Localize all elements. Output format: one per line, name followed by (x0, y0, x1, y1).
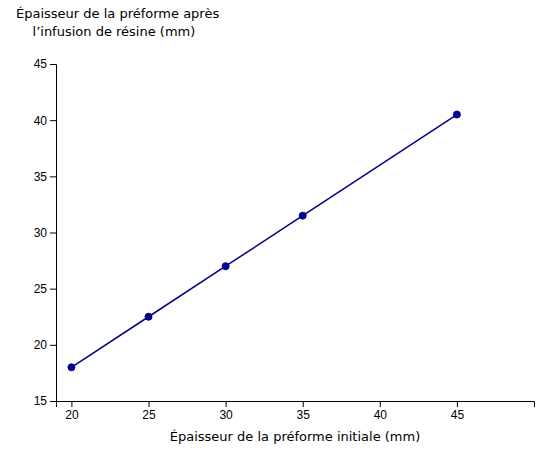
y-axis: 15 20 25 30 35 40 45 (34, 57, 57, 408)
y-tick: 25 (34, 282, 56, 296)
chart: 20 25 30 35 40 45 15 20 25 30 35 40 45 Épaisseur de l… (0, 0, 558, 453)
x-axis-title: Épaisseur de la préforme initiale (mm) (170, 429, 421, 444)
x-tick-mark (149, 401, 150, 407)
y-tick: 40 (34, 114, 56, 128)
y-tick-mark (50, 289, 56, 290)
point (68, 364, 75, 371)
x-tick: 40 (374, 401, 388, 422)
marks (68, 111, 460, 371)
x-tick-mark (380, 401, 381, 407)
x-tick-label: 40 (374, 408, 388, 422)
y-tick: 45 (34, 57, 56, 71)
point (145, 313, 152, 320)
x-tick: 30 (219, 401, 233, 422)
y-tick: 35 (34, 170, 56, 184)
point (299, 212, 306, 219)
x-tick-mark (303, 401, 304, 407)
y-axis-title: Épaisseur de la préforme après (16, 6, 219, 21)
x-tick: 35 (297, 401, 311, 422)
y-tick-label: 30 (34, 226, 48, 240)
x-tick: 20 (65, 401, 79, 422)
y-tick-mark (50, 401, 56, 402)
y-tick-label: 35 (34, 170, 48, 184)
x-tick-label: 35 (297, 408, 311, 422)
x-tick-label: 30 (219, 408, 233, 422)
x-tick: 25 (142, 401, 156, 422)
y-axis-line (50, 65, 57, 402)
chart-container: 20 25 30 35 40 45 15 20 25 30 35 40 45 Épaisseur de l… (0, 0, 558, 453)
y-tick-label: 25 (34, 282, 48, 296)
x-tick-label: 25 (142, 408, 156, 422)
x-axis: 20 25 30 35 40 45 (57, 401, 535, 422)
y-axis-title: l’infusion de résine (mm) (16, 24, 195, 39)
x-axis-line (57, 402, 535, 408)
y-tick-label: 20 (34, 338, 48, 352)
x-tick-label: 45 (451, 408, 465, 422)
y-tick: 20 (34, 338, 56, 352)
y-tick-mark (50, 345, 56, 346)
y-tick-mark (50, 64, 56, 65)
x-tick-mark (226, 401, 227, 407)
y-tick: 30 (34, 226, 56, 240)
y-tick: 15 (34, 394, 56, 408)
x-tick-label: 20 (65, 408, 79, 422)
y-tick-mark (50, 176, 56, 177)
y-tick-mark (50, 233, 56, 234)
y-tick-label: 40 (34, 114, 48, 128)
plot: 20 25 30 35 40 45 15 20 25 30 35 40 45 (34, 57, 535, 421)
point (222, 263, 229, 270)
point (453, 111, 460, 118)
x-tick-mark (71, 401, 72, 407)
line (71, 115, 456, 368)
x-tick-mark (457, 401, 458, 407)
y-tick-label: 15 (34, 394, 48, 408)
y-tick-label: 45 (34, 57, 48, 71)
x-tick: 45 (451, 401, 465, 422)
y-tick-mark (50, 120, 56, 121)
